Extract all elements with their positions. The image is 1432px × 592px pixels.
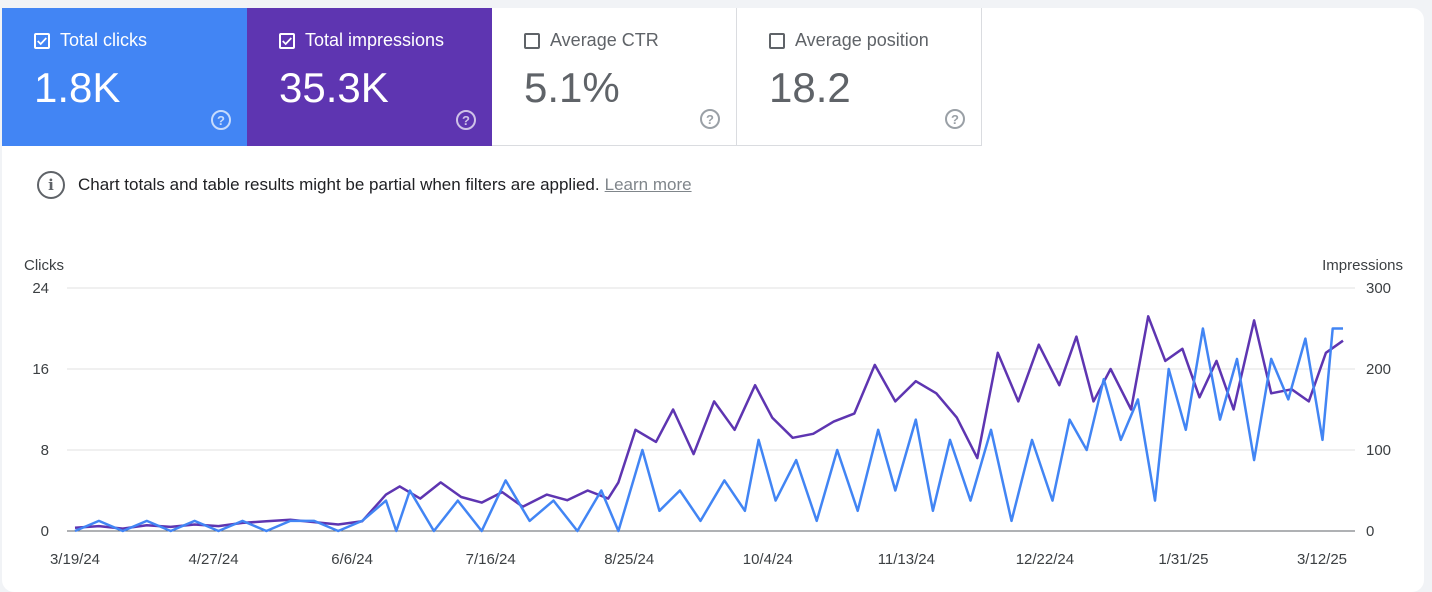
help-icon[interactable]: ? [700,109,720,129]
metric-average-position[interactable]: Average position 18.2 ? [737,8,982,146]
left-tick-label: 24 [32,280,49,297]
grid [67,287,1355,532]
metric-head: Total clicks [34,30,147,51]
left-tick-label: 0 [41,523,49,540]
right-tick-label: 0 [1366,523,1374,540]
left-tick-label: 8 [41,442,49,459]
right-tick-label: 300 [1366,280,1391,297]
right-axis-ticks: 0 100 200 300 [1366,280,1391,540]
metric-label: Average position [795,30,929,50]
left-tick-label: 16 [32,361,49,378]
learn-more-link[interactable]: Learn more [604,175,692,194]
metric-value: 18.2 [769,64,851,111]
metric-head: Total impressions [279,30,444,51]
metric-total-impressions[interactable]: Total impressions 35.3K ? [247,8,492,146]
metric-value: 1.8K [34,64,121,111]
impressions-line [74,315,1344,530]
x-axis-ticks: 3/19/24 4/27/24 6/6/24 7/16/24 8/25/24 10/4/2… [50,551,1347,568]
metric-tabs: Total clicks 1.8K ? Total impressions 35… [2,8,982,146]
help-icon[interactable]: ? [211,110,231,130]
metric-average-ctr[interactable]: Average CTR 5.1% ? [492,8,737,146]
series-clicks [74,327,1344,533]
x-tick-label: 7/16/24 [466,551,516,568]
series-impressions [74,315,1344,530]
x-tick-label: 12/22/24 [1016,551,1074,568]
checkbox-checked-icon[interactable] [34,32,50,49]
left-axis-ticks: 0 8 16 24 [32,280,49,540]
metric-label: Total clicks [60,30,148,50]
checkbox-checked-icon[interactable] [279,32,295,49]
x-tick-label: 10/4/24 [743,551,793,568]
metric-label: Average CTR [550,30,659,50]
clicks-line [74,327,1343,533]
x-tick-label: 1/31/25 [1158,551,1208,568]
right-tick-label: 100 [1366,442,1391,459]
metric-total-clicks[interactable]: Total clicks 1.8K ? [2,8,247,146]
info-icon: i [37,171,65,199]
x-tick-label: 3/12/25 [1297,551,1347,568]
performance-chart: Clicks Impressions 0 8 16 24 0 100 200 300 3/1… [24,257,1403,568]
help-icon[interactable]: ? [945,109,965,129]
filter-notice: i Chart totals and table results might b… [37,171,692,199]
metric-head: Average CTR [524,30,659,51]
metric-label: Total impressions [305,30,445,50]
checkbox-unchecked-icon[interactable] [524,32,540,49]
x-tick-label: 3/19/24 [50,551,100,568]
right-tick-label: 200 [1366,361,1391,378]
help-icon[interactable]: ? [456,110,476,130]
right-axis-title: Impressions [1322,257,1403,274]
x-tick-label: 8/25/24 [604,551,654,568]
x-tick-label: 6/6/24 [331,551,373,568]
x-tick-label: 11/13/24 [878,551,935,568]
series-lines [74,315,1344,533]
metric-value: 5.1% [524,64,620,111]
checkbox-unchecked-icon[interactable] [769,32,785,49]
x-tick-label: 4/27/24 [189,551,239,568]
metric-head: Average position [769,30,929,51]
notice-text: Chart totals and table results might be … [78,175,600,194]
left-axis-title: Clicks [24,257,64,274]
metric-value: 35.3K [279,64,389,111]
